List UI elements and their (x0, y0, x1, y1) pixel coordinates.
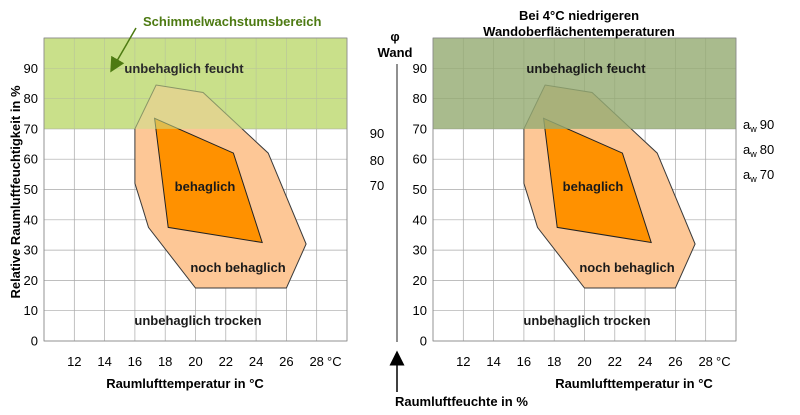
right-x-tick: 26 (668, 354, 682, 369)
right-y-tick: 70 (413, 121, 427, 136)
right-x-tick: 14 (486, 354, 500, 369)
right-label-unbehaglich-feucht: unbehaglich feucht (526, 61, 646, 76)
right-x-unit: °C (716, 354, 731, 369)
mold-arrow (110, 27, 137, 73)
left-x-tick: 18 (158, 354, 172, 369)
left-x-tick: 14 (97, 354, 111, 369)
left-y-tick: 80 (24, 91, 38, 106)
left-label-unbehaglich-feucht: unbehaglich feucht (124, 61, 244, 76)
left-y-tick: 90 (24, 61, 38, 76)
right-label-noch-behaglich: noch behaglich (579, 260, 674, 275)
left-y-tick: 40 (24, 212, 38, 227)
humidity-arrow-label: Raumluftfeuchte in % (395, 394, 528, 409)
right-x-tick: 16 (517, 354, 531, 369)
aw-70-label: aw 70 (743, 167, 774, 184)
left-comfortable-region (153, 117, 263, 244)
right-x-tick: 22 (608, 354, 622, 369)
left-label-noch-behaglich: noch behaglich (190, 260, 285, 275)
mold-growth-label: Schimmelwachstumsbereich (143, 14, 322, 29)
right-y-tick: 10 (413, 303, 427, 318)
right-label-unbehaglich-trocken: unbehaglich trocken (523, 313, 650, 328)
right-y-tick: 50 (413, 182, 427, 197)
left-chart: 12 14 16 18 20 22 24 26 28 0 10 20 30 40 50 60 70 80 90 Sc… (8, 14, 348, 391)
phi-symbol: φ (390, 29, 399, 44)
left-x-tick: 22 (219, 354, 233, 369)
left-x-unit: °C (327, 354, 342, 369)
right-x-label: Raumlufttemperatur in °C (555, 376, 713, 391)
phi-tick-80: 80 (370, 153, 384, 168)
left-x-label: Raumlufttemperatur in °C (106, 376, 264, 391)
right-y-tick: 30 (413, 243, 427, 258)
right-y-tick: 40 (413, 212, 427, 227)
right-chart: 12 14 16 18 20 22 24 26 28 0 10 20 30 40 50 60 70 80 90 Be… (370, 8, 774, 409)
phi-wall-label: Wand (378, 45, 413, 60)
left-x-tick: 12 (67, 354, 81, 369)
left-x-tick: 28 (309, 354, 323, 369)
right-x-tick: 24 (638, 354, 652, 369)
right-y-tick: 0 (420, 334, 427, 349)
left-x-tick: 26 (279, 354, 293, 369)
aw90-band (433, 38, 736, 129)
right-y-tick: 60 (413, 152, 427, 167)
left-y-tick: 0 (31, 334, 38, 349)
left-y-tick: 60 (24, 152, 38, 167)
left-label-behaglich: behaglich (175, 179, 236, 194)
left-y-tick: 20 (24, 273, 38, 288)
right-title-line1: Bei 4°C niedrigeren (519, 8, 639, 23)
left-plot-border (43, 37, 348, 342)
left-x-tick: 24 (249, 354, 263, 369)
left-y-tick: 10 (24, 303, 38, 318)
left-x-tick: 16 (128, 354, 142, 369)
phi-tick-70: 70 (370, 178, 384, 193)
left-label-unbehaglich-trocken: unbehaglich trocken (134, 313, 261, 328)
right-comfortable-region (542, 117, 652, 244)
right-x-tick: 20 (577, 354, 591, 369)
left-x-tick: 20 (188, 354, 202, 369)
left-y-tick: 70 (24, 121, 38, 136)
aw-90-label: aw 90 (743, 117, 774, 134)
right-plot-border (432, 37, 737, 342)
right-title-line2: Wandoberflächentemperaturen (483, 24, 675, 39)
right-label-behaglich: behaglich (563, 179, 624, 194)
left-y-tick: 30 (24, 243, 38, 258)
right-x-tick: 12 (456, 354, 470, 369)
aw-80-label: aw 80 (743, 142, 774, 159)
left-y-tick: 50 (24, 182, 38, 197)
right-x-tick: 28 (698, 354, 712, 369)
left-y-label: Relative Raumluftfeuchtigkeit in % (8, 85, 23, 299)
left-mold-overlay (44, 38, 347, 129)
right-x-tick: 18 (547, 354, 561, 369)
right-y-tick: 20 (413, 273, 427, 288)
right-y-tick: 90 (413, 61, 427, 76)
phi-tick-90: 90 (370, 126, 384, 141)
right-y-tick: 80 (413, 91, 427, 106)
